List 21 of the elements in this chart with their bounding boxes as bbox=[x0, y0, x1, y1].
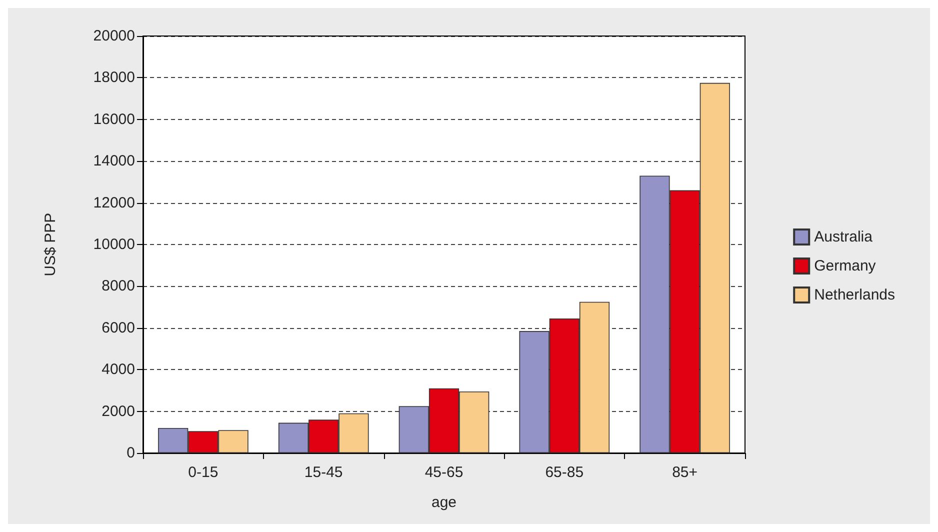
x-axis-title: age bbox=[431, 494, 457, 511]
y-tick-label: 0 bbox=[126, 444, 135, 462]
legend-label: Germany bbox=[814, 258, 876, 274]
legend-label: Australia bbox=[814, 228, 874, 246]
y-tick-label: 16000 bbox=[93, 110, 135, 128]
x-tick-label: 45-65 bbox=[424, 464, 464, 481]
y-tick-label: 12000 bbox=[93, 194, 135, 212]
x-tick-label: 85+ bbox=[672, 464, 698, 481]
y-tick-label: 20000 bbox=[93, 28, 135, 44]
y-tick-label: 18000 bbox=[93, 69, 135, 86]
x-tick-label: 65-85 bbox=[545, 464, 584, 481]
x-tick-label: 15-45 bbox=[304, 464, 343, 481]
y-axis-title: US$ PPP bbox=[42, 212, 59, 276]
legend-label: Netherlands bbox=[814, 286, 896, 304]
y-tick-label: 4000 bbox=[102, 361, 135, 378]
x-tick-label: 0-15 bbox=[188, 464, 218, 481]
y-tick-label: 8000 bbox=[102, 278, 135, 295]
y-tick-label: 14000 bbox=[93, 152, 135, 170]
y-tick-label: 10000 bbox=[93, 236, 135, 253]
y-tick-label: 2000 bbox=[102, 402, 135, 420]
y-tick-label: 6000 bbox=[102, 319, 135, 336]
